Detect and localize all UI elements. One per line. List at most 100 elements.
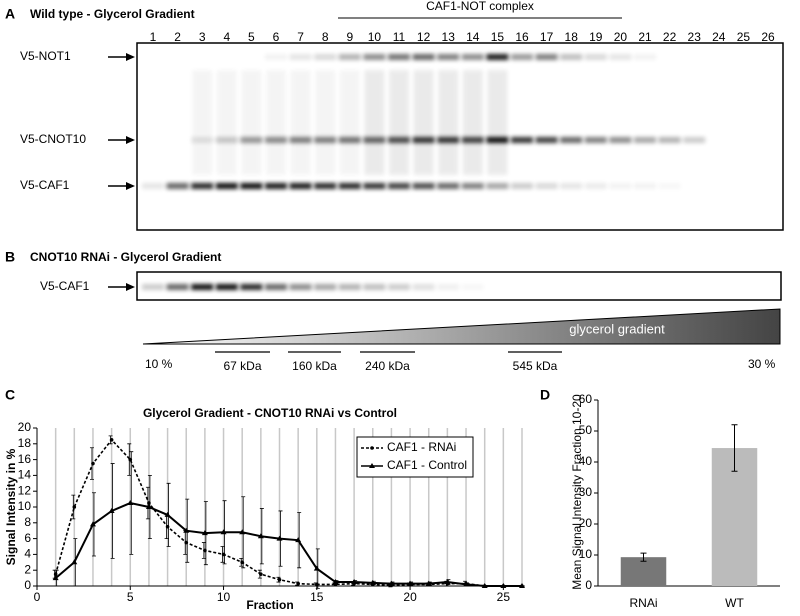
x-tick-label: 15	[310, 590, 324, 604]
y-tick-label: 20	[579, 516, 593, 530]
x-axis-label: Fraction	[246, 598, 293, 612]
lane-number: 4	[223, 30, 230, 44]
point	[89, 521, 96, 527]
y-tick-label: 30	[579, 485, 593, 499]
panel-label: C	[5, 387, 15, 403]
gel-smear	[290, 70, 311, 175]
lane-number: 17	[540, 30, 554, 44]
gel-band	[166, 183, 189, 189]
gel-band	[412, 54, 435, 60]
size-marker-label: 160 kDa	[292, 359, 337, 373]
size-marker-label: 67 kDa	[223, 359, 261, 373]
gel-band	[634, 137, 656, 143]
gel-band	[437, 183, 460, 189]
point	[109, 438, 114, 442]
gel-band	[240, 183, 263, 189]
size-markers: 67 kDa 160 kDa 240 kDa 545 kDa	[215, 351, 562, 373]
panel-title: CNOT10 RNAi - Glycerol Gradient	[30, 250, 221, 264]
gel-band	[314, 54, 337, 60]
gel-band	[289, 183, 312, 189]
gel-frame	[136, 42, 784, 231]
chart-title: Glycerol Gradient - CNOT10 RNAi vs Contr…	[143, 406, 397, 420]
gel-band	[338, 183, 361, 189]
gel-band	[609, 137, 632, 143]
x-tick-label: RNAi	[629, 596, 657, 610]
y-tick-label: 18	[18, 436, 32, 450]
gel-band	[166, 284, 189, 290]
gel-band	[142, 284, 164, 290]
error-bar	[640, 552, 647, 562]
lane-number: 8	[322, 30, 329, 44]
y-tick-label: 40	[579, 454, 593, 468]
lane-number: 21	[638, 30, 652, 44]
gel-band	[584, 137, 607, 143]
arrow-head	[126, 283, 135, 291]
x-tick-label: 10	[217, 590, 231, 604]
x-tick-label: WT	[725, 596, 744, 610]
gel-band	[338, 284, 361, 290]
lane-number: 2	[174, 30, 181, 44]
gel-band	[363, 54, 386, 60]
band-label: V5-NOT1	[20, 49, 71, 63]
gradient-wedge	[142, 308, 781, 345]
point	[407, 580, 414, 586]
point	[239, 529, 246, 535]
point	[296, 581, 300, 586]
lane-number: 11	[393, 30, 406, 44]
point	[71, 559, 78, 565]
point	[91, 461, 95, 466]
gradient-start: 10 %	[145, 357, 173, 371]
point	[388, 580, 395, 586]
point	[481, 583, 488, 588]
gel-smear	[266, 70, 286, 175]
gel-band	[584, 54, 607, 60]
gel-band	[535, 137, 558, 143]
gel-smear	[462, 70, 483, 175]
gel-band	[289, 284, 312, 290]
arrow-head	[126, 136, 135, 144]
gel-band	[388, 183, 410, 189]
gel-band	[486, 183, 509, 189]
point	[463, 581, 470, 587]
gel-a: 1 2 3 4 5 6 7 8 9 10 11 12 13 14 15 16 17 18 19 20 21 22 23 24 2…	[20, 30, 775, 192]
gel-smear	[315, 70, 336, 175]
gel-band	[560, 137, 583, 143]
gel-band	[511, 54, 533, 60]
gel-band	[215, 284, 238, 290]
lane-number: 22	[663, 30, 677, 44]
panel-label: A	[5, 6, 15, 22]
point	[500, 583, 507, 588]
point	[164, 511, 171, 517]
band-label: V5-CNOT10	[20, 132, 86, 146]
legend-marker	[370, 446, 374, 450]
gel-smear	[487, 70, 508, 175]
error-bar	[731, 424, 738, 472]
gel-band	[461, 183, 484, 189]
gel-band	[461, 54, 484, 60]
gel-frame	[136, 271, 782, 301]
complex-label: CAF1-NOT complex	[426, 0, 534, 13]
gel-band	[265, 284, 287, 290]
gel-band	[215, 183, 238, 189]
y-tick-label: 20	[18, 420, 32, 434]
gel-band	[560, 183, 583, 189]
lane-number: 26	[761, 30, 775, 44]
lane-number: 3	[199, 30, 206, 44]
y-tick-label: 10	[579, 547, 593, 561]
point	[369, 579, 376, 585]
gel-band	[486, 54, 509, 60]
lane-number: 15	[491, 30, 505, 44]
lane-number: 13	[442, 30, 456, 44]
lane-number: 20	[614, 30, 628, 44]
gel-band	[535, 183, 558, 189]
gel-band	[634, 54, 656, 60]
y-tick-label: 16	[18, 452, 32, 466]
y-tick-label: 12	[18, 483, 32, 497]
gel-band	[191, 183, 214, 189]
gel-band	[289, 54, 312, 60]
gel-band	[265, 183, 287, 189]
point	[444, 579, 451, 585]
lane-number: 14	[466, 30, 480, 44]
